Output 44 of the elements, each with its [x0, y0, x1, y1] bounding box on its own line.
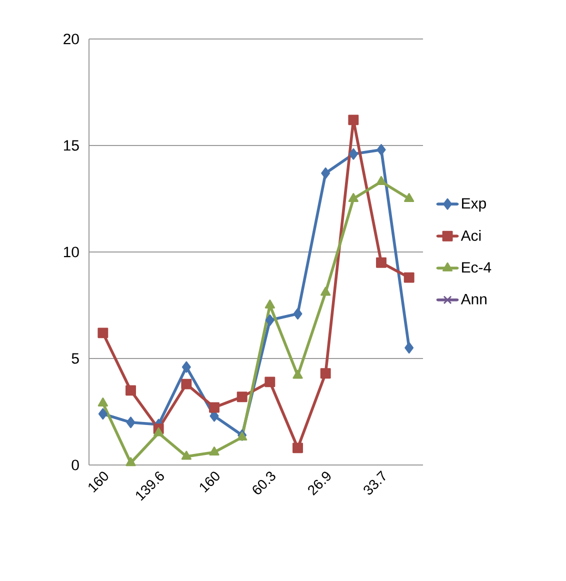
point [348, 193, 358, 202]
point [292, 370, 303, 379]
point [348, 148, 358, 160]
point [209, 446, 220, 456]
point [182, 361, 191, 373]
point [376, 144, 386, 156]
point [126, 457, 136, 466]
legend-label: Aci [460, 230, 481, 241]
y-tick-label: 20 [64, 34, 79, 44]
legend-label: Ec-4 [462, 262, 492, 273]
point [237, 432, 248, 441]
point [181, 378, 192, 390]
point [292, 442, 303, 454]
point [376, 257, 386, 268]
point [404, 272, 414, 283]
point [264, 300, 275, 308]
x-tick-label: 160 [200, 472, 220, 493]
point [404, 193, 414, 202]
point [181, 450, 192, 460]
point [236, 392, 248, 402]
point [320, 368, 331, 379]
point [154, 427, 164, 436]
legend-label: Exp [462, 198, 486, 212]
point [348, 114, 359, 126]
point [98, 328, 108, 338]
point [126, 416, 136, 428]
y-tick-label: 15 [64, 140, 79, 151]
legend-label: Ann [460, 294, 486, 304]
point [320, 286, 331, 296]
point [126, 385, 136, 396]
x-tick-label: 60.3 [252, 472, 276, 494]
point [265, 314, 274, 326]
point [404, 342, 414, 354]
y-tick-label: 5 [72, 353, 79, 364]
point [98, 408, 108, 420]
y-tick-label: 10 [64, 246, 79, 258]
point [321, 167, 330, 179]
point [264, 376, 276, 388]
point [376, 176, 386, 185]
point [209, 402, 220, 413]
y-tick-label: 0 [72, 460, 79, 470]
x-tick-label: 160 [88, 472, 108, 493]
point [98, 397, 108, 406]
point [293, 308, 302, 320]
